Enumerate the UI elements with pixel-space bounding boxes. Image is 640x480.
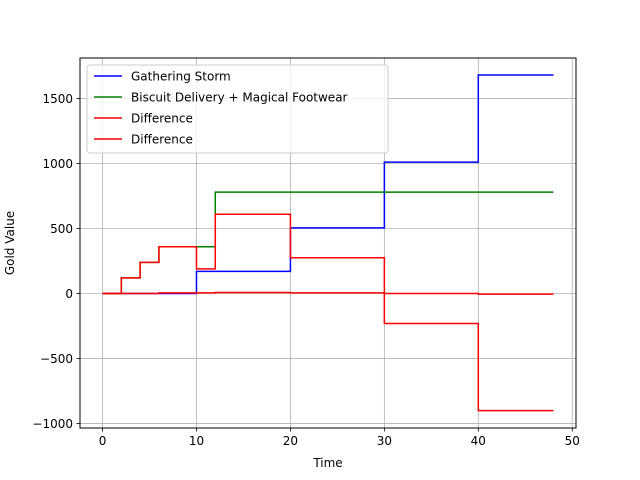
plot-frame <box>79 57 577 429</box>
series-line-4 <box>102 291 554 295</box>
legend-box <box>86 64 389 154</box>
x-axis-ticks: 0 10 20 30 40 50 <box>99 428 580 448</box>
y-tick-label: 1500 <box>42 92 73 106</box>
x-tick-label: 20 <box>283 434 298 448</box>
x-tick-label: 50 <box>565 434 580 448</box>
legend: Gathering Storm Biscuit Delivery + Magica… <box>86 64 389 154</box>
legend-label: Biscuit Delivery + Magical Footwear <box>131 91 348 105</box>
x-tick-label: 0 <box>99 434 107 448</box>
y-tick-label: −500 <box>40 352 73 366</box>
y-axis-ticks: −1000 −500 0 500 1000 1500 <box>32 92 80 431</box>
series-line-1 <box>102 74 554 295</box>
y-tick-label: 0 <box>65 287 73 301</box>
legend-label: Difference <box>131 133 193 147</box>
x-tick-label: 40 <box>471 434 486 448</box>
y-axis-label: Gold Value <box>3 211 17 275</box>
x-axis-label: Time <box>312 456 342 470</box>
x-tick-label: 30 <box>377 434 392 448</box>
series-line-3 <box>102 213 554 412</box>
y-tick-label: −1000 <box>32 417 73 431</box>
series-lines <box>102 74 554 412</box>
legend-label: Gathering Storm <box>131 70 231 84</box>
legend-label: Difference <box>131 112 193 126</box>
y-tick-label: 500 <box>50 222 73 236</box>
y-tick-label: 1000 <box>42 157 73 171</box>
x-tick-label: 10 <box>189 434 204 448</box>
